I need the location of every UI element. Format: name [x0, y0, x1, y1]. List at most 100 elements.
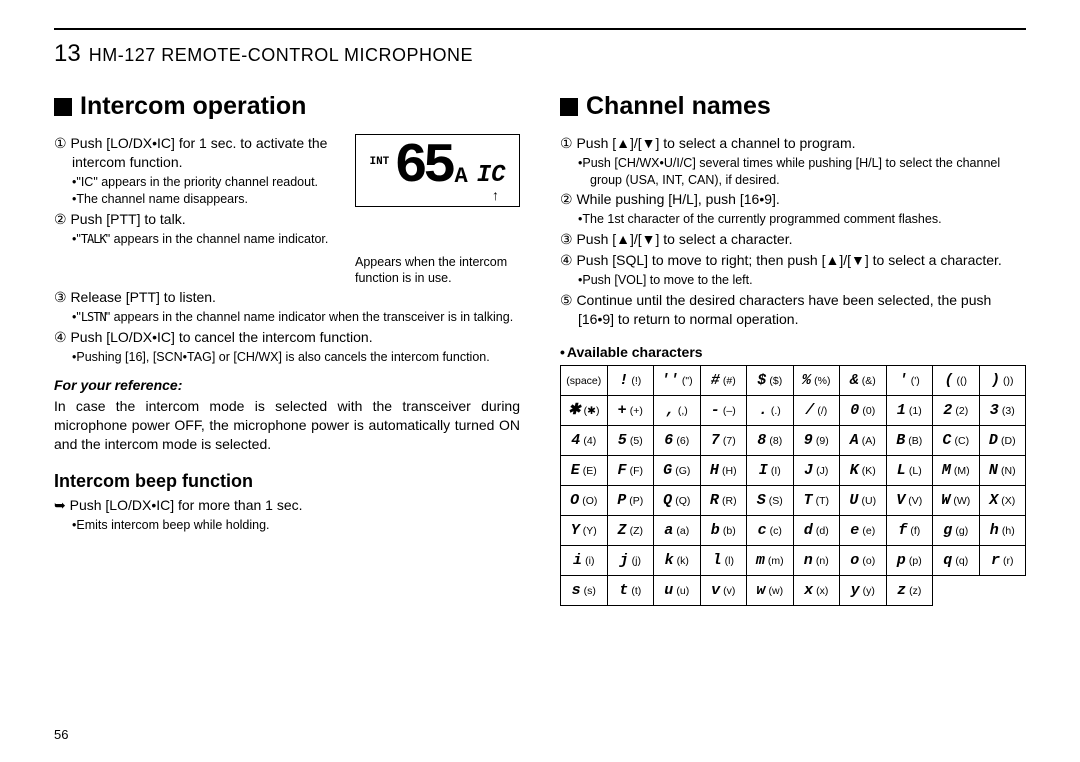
r-step-2: ② While pushing [H/L], push [16•9].	[560, 190, 1026, 209]
char-cell: P (P)	[607, 486, 654, 516]
available-chars-heading: Available characters	[560, 343, 1026, 362]
step-2: ② Push [PTT] to talk.	[54, 210, 520, 229]
char-cell: 8 (8)	[747, 426, 794, 456]
char-cell: h (h)	[979, 516, 1026, 546]
step-4: ④ Push [LO/DX•IC] to cancel the intercom…	[54, 328, 520, 347]
char-cell: N (N)	[979, 456, 1026, 486]
char-cell: Q (Q)	[654, 486, 701, 516]
square-bullet-icon	[560, 98, 578, 116]
char-cell: B (B)	[886, 426, 933, 456]
char-cell: $ ($)	[747, 366, 794, 396]
char-cell: A (A)	[840, 426, 887, 456]
char-cell: % (%)	[793, 366, 840, 396]
r-step-1: ① Push [▲]/[▼] to select a channel to pr…	[560, 134, 1026, 153]
char-cell: z (z)	[886, 576, 933, 606]
char-cell: l (l)	[700, 546, 747, 576]
char-cell: s (s)	[561, 576, 608, 606]
char-cell: c (c)	[747, 516, 794, 546]
char-cell: K (K)	[840, 456, 887, 486]
top-rule	[54, 28, 1026, 30]
char-cell: d (d)	[793, 516, 840, 546]
char-cell: '' (")	[654, 366, 701, 396]
note-2a: •"TALK" appears in the channel name indi…	[54, 231, 520, 248]
char-cell: Z (Z)	[607, 516, 654, 546]
r-note-1a: •Push [CH/WX•U/I/C] several times while …	[560, 155, 1026, 189]
char-cell: v (v)	[700, 576, 747, 606]
char-cell: 2 (2)	[933, 396, 980, 426]
char-cell: ✱ (✱)	[561, 396, 608, 426]
char-cell: w (w)	[747, 576, 794, 606]
char-cell: H (H)	[700, 456, 747, 486]
char-cell: 3 (3)	[979, 396, 1026, 426]
char-cell: y (y)	[840, 576, 887, 606]
reference-label: For your reference:	[54, 376, 520, 395]
char-cell: I (I)	[747, 456, 794, 486]
char-cell: ( (()	[933, 366, 980, 396]
char-cell: F (F)	[607, 456, 654, 486]
char-cell: T (T)	[793, 486, 840, 516]
char-cell: 7 (7)	[700, 426, 747, 456]
char-row: s (s)t (t)u (u)v (v)w (w)x (x)y (y)z (z)	[561, 576, 1026, 606]
char-cell: q (q)	[933, 546, 980, 576]
char-cell: x (x)	[793, 576, 840, 606]
char-cell: S (S)	[747, 486, 794, 516]
chapter-header: 13 HM-127 REMOTE-CONTROL MICROPHONE	[54, 40, 1026, 68]
char-cell: 1 (1)	[886, 396, 933, 426]
char-cell: C (C)	[933, 426, 980, 456]
char-row: O (O)P (P)Q (Q)R (R)S (S)T (T)U (U)V (V)…	[561, 486, 1026, 516]
lcd-display: INT 65 A IC	[360, 141, 515, 191]
char-cell: . (.)	[747, 396, 794, 426]
note-4a: •Pushing [16], [SCN•TAG] or [CH/WX] is a…	[54, 349, 520, 366]
char-cell: ' (')	[886, 366, 933, 396]
char-cell: k (k)	[654, 546, 701, 576]
char-cell: J (J)	[793, 456, 840, 486]
char-cell: E (E)	[561, 456, 608, 486]
char-cell: D (D)	[979, 426, 1026, 456]
lcd-channel-number: 65	[394, 141, 451, 191]
char-cell: ! (!)	[607, 366, 654, 396]
char-cell: a (a)	[654, 516, 701, 546]
char-cell: M (M)	[933, 456, 980, 486]
lcd-caption: Appears when the intercom function is in…	[355, 255, 520, 286]
r-step-5: ⑤ Continue until the desired characters …	[560, 291, 1026, 329]
chapter-title: HM-127 REMOTE-CONTROL MICROPHONE	[89, 45, 473, 66]
lcd-illustration: INT 65 A IC ↑	[355, 134, 520, 207]
channels-heading-text: Channel names	[586, 90, 771, 124]
note-3a: •"LSTN" appears in the channel name indi…	[54, 309, 520, 326]
char-cell: 5 (5)	[607, 426, 654, 456]
step-3: ③ Release [PTT] to listen.	[54, 288, 520, 307]
char-cell: R (R)	[700, 486, 747, 516]
char-cell: G (G)	[654, 456, 701, 486]
char-cell	[933, 576, 980, 606]
char-cell: W (W)	[933, 486, 980, 516]
r-note-2a: •The 1st character of the currently prog…	[560, 211, 1026, 228]
char-cell: ) ())	[979, 366, 1026, 396]
r-step-4: ④ Push [SQL] to move to right; then push…	[560, 251, 1026, 270]
char-cell: 4 (4)	[561, 426, 608, 456]
char-cell	[979, 576, 1026, 606]
char-cell: Y (Y)	[561, 516, 608, 546]
r-step-3: ③ Push [▲]/[▼] to select a character.	[560, 230, 1026, 249]
char-cell: o (o)	[840, 546, 887, 576]
character-table: (space)! (!)'' (")# (#)$ ($)% (%)& (&)' …	[560, 365, 1026, 606]
char-cell: p (p)	[886, 546, 933, 576]
reference-text: In case the intercom mode is selected wi…	[54, 397, 520, 454]
char-cell: + (+)	[607, 396, 654, 426]
char-cell: O (O)	[561, 486, 608, 516]
char-cell: # (#)	[700, 366, 747, 396]
char-cell: j (j)	[607, 546, 654, 576]
beep-note: •Emits intercom beep while holding.	[54, 517, 520, 534]
char-cell: g (g)	[933, 516, 980, 546]
char-cell: u (u)	[654, 576, 701, 606]
page-number: 56	[54, 727, 68, 742]
intercom-heading-text: Intercom operation	[80, 90, 306, 124]
char-cell: b (b)	[700, 516, 747, 546]
beep-heading: Intercom beep function	[54, 469, 520, 493]
char-cell: X (X)	[979, 486, 1026, 516]
char-row: (space)! (!)'' (")# (#)$ ($)% (%)& (&)' …	[561, 366, 1026, 396]
chapter-number: 13	[54, 40, 81, 68]
char-cell: L (L)	[886, 456, 933, 486]
char-row: ✱ (✱)+ (+), (,)- (–). (.)/ (/)0 (0)1 (1)…	[561, 396, 1026, 426]
char-row: i (i)j (j)k (k)l (l)m (m)n (n)o (o)p (p)…	[561, 546, 1026, 576]
char-cell: 0 (0)	[840, 396, 887, 426]
